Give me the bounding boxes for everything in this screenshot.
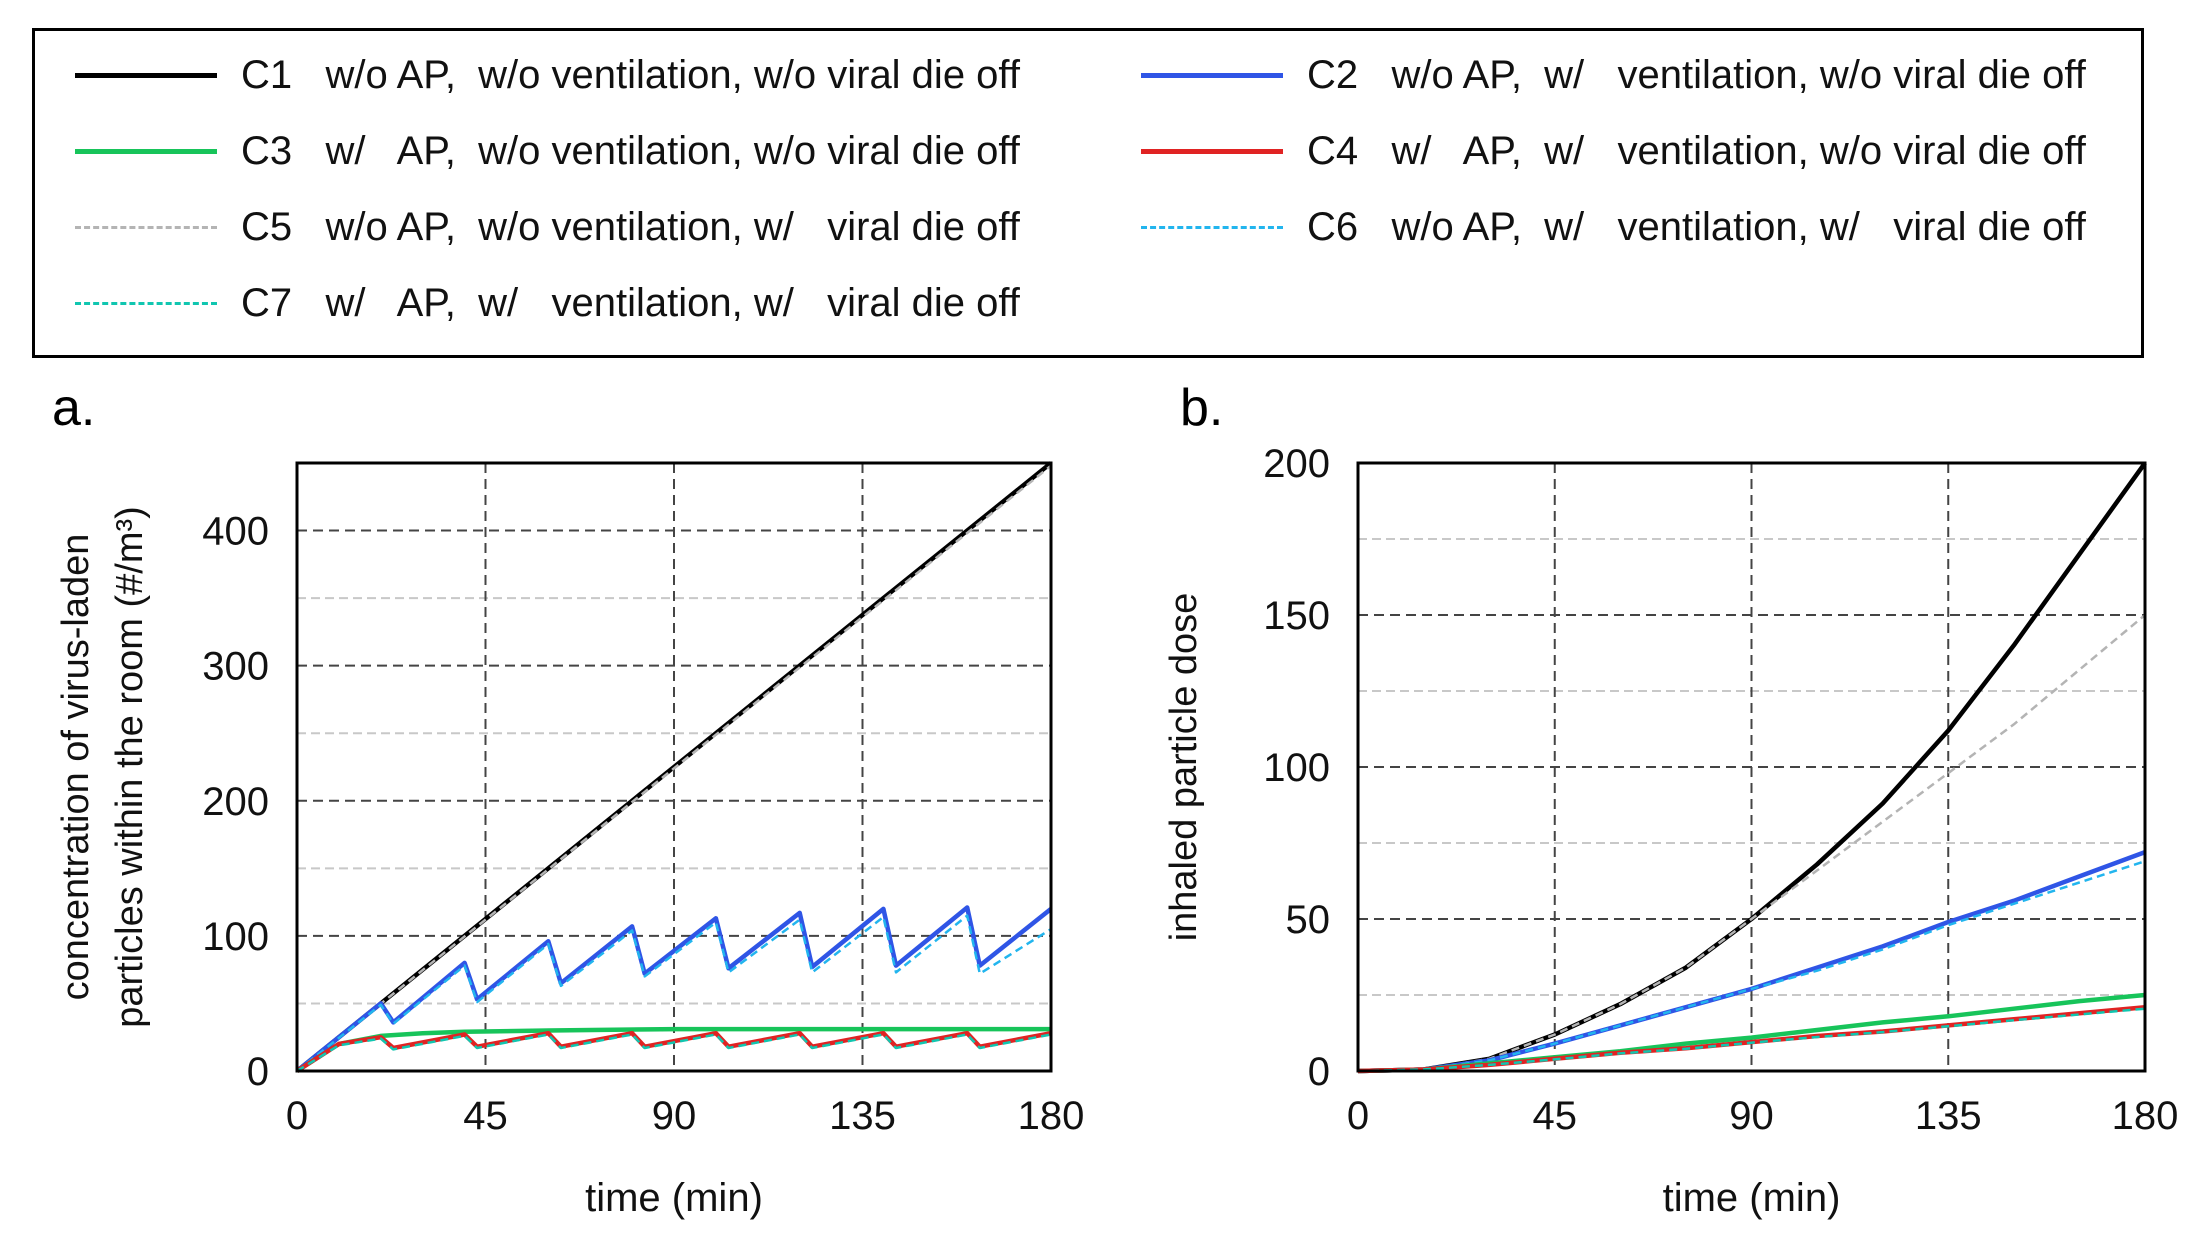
y-tick-label: 400	[202, 510, 269, 554]
series-line-c7	[1357, 1007, 2146, 1073]
plot-frame	[1356, 461, 2147, 1073]
y-axis-label-line1: concentration of virus-laden	[55, 534, 97, 1001]
legend-item-c4: C4 w/ AP, w/ ventilation, w/o viral die …	[1101, 113, 2086, 189]
y-tick-label: 0	[1308, 1050, 1330, 1094]
legend-label-c2: C2 w/o AP, w/ ventilation, w/o viral die…	[1307, 52, 2086, 97]
legend-label-c3: C3 w/ AP, w/o ventilation, w/o viral die…	[241, 128, 1020, 173]
x-tick-label: 135	[1915, 1094, 1982, 1138]
panel-label-b: b.	[1180, 379, 1224, 437]
legend-label-c6: C6 w/o AP, w/ ventilation, w/ viral die …	[1307, 204, 2086, 249]
legend-swatch-c7	[75, 301, 217, 305]
legend-label-c5: C5 w/o AP, w/o ventilation, w/ viral die…	[241, 204, 1020, 249]
legend-swatch-c3	[75, 148, 217, 154]
x-tick-label: 180	[2112, 1094, 2179, 1138]
plot-frame	[295, 461, 1053, 1073]
y-tick-label: 100	[1263, 746, 1330, 790]
x-tick-label: 45	[463, 1094, 508, 1138]
x-tick-label: 90	[1729, 1094, 1774, 1138]
legend-item-c1: C1 w/o AP, w/o ventilation, w/o viral di…	[35, 37, 1020, 113]
x-tick-label: 180	[1018, 1094, 1085, 1138]
legend-item-c2: C2 w/o AP, w/ ventilation, w/o viral die…	[1101, 37, 2086, 113]
series-line-c5	[296, 464, 1052, 1072]
legend-item-c3: C3 w/ AP, w/o ventilation, w/o viral die…	[35, 113, 1020, 189]
series-line-c7	[296, 1033, 1052, 1073]
legend-swatch-c5	[75, 225, 217, 229]
legend-swatch-c4	[1141, 148, 1283, 154]
y-tick-label: 0	[247, 1050, 269, 1094]
legend-item-c5: C5 w/o AP, w/o ventilation, w/ viral die…	[35, 189, 1020, 265]
y-tick-label: 50	[1286, 898, 1331, 942]
panel-label-a: a.	[52, 379, 96, 437]
y-tick-label: 100	[202, 915, 269, 959]
chart-legend: C1 w/o AP, w/o ventilation, w/o viral di…	[32, 28, 2144, 358]
legend-swatch-c1	[75, 72, 217, 78]
legend-item-c7: C7 w/ AP, w/ ventilation, w/ viral die o…	[35, 265, 1020, 341]
chart-a-concentration: 0 45 90 135 180 0 100 200 300 400 time (min) concen…	[55, 461, 1085, 1220]
y-tick-label: 300	[202, 645, 269, 689]
legend-item-c6: C6 w/o AP, w/ ventilation, w/ viral die …	[1101, 189, 2086, 265]
x-tick-label: 45	[1533, 1094, 1578, 1138]
x-tick-label: 135	[829, 1094, 896, 1138]
y-axis-label-line2: particles within the room (#/m³)	[109, 506, 151, 1028]
series-line-c6	[1357, 860, 2146, 1073]
x-axis-label: time (min)	[1663, 1176, 1841, 1220]
series-line-c6	[296, 914, 1052, 1072]
y-axis-label: inhaled particle dose	[1163, 593, 1205, 942]
legend-label-c7: C7 w/ AP, w/ ventilation, w/ viral die o…	[241, 280, 1020, 325]
legend-label-c1: C1 w/o AP, w/o ventilation, w/o viral di…	[241, 52, 1020, 97]
series-line-c2	[295, 905, 1053, 1073]
legend-swatch-c2	[1141, 72, 1283, 78]
x-tick-label: 0	[1347, 1094, 1369, 1138]
x-axis-label: time (min)	[585, 1176, 763, 1220]
y-tick-label: 200	[202, 780, 269, 824]
y-tick-label: 150	[1263, 594, 1330, 638]
y-tick-label: 200	[1263, 442, 1330, 486]
x-tick-label: 90	[652, 1094, 697, 1138]
legend-label-c4: C4 w/ AP, w/ ventilation, w/o viral die …	[1307, 128, 2086, 173]
chart-b-inhaled-dose: 0 45 90 135 180 0 50 100 150 200 time (min) inhaled…	[1163, 442, 2179, 1220]
legend-swatch-c6	[1141, 225, 1283, 229]
x-tick-label: 0	[286, 1094, 308, 1138]
